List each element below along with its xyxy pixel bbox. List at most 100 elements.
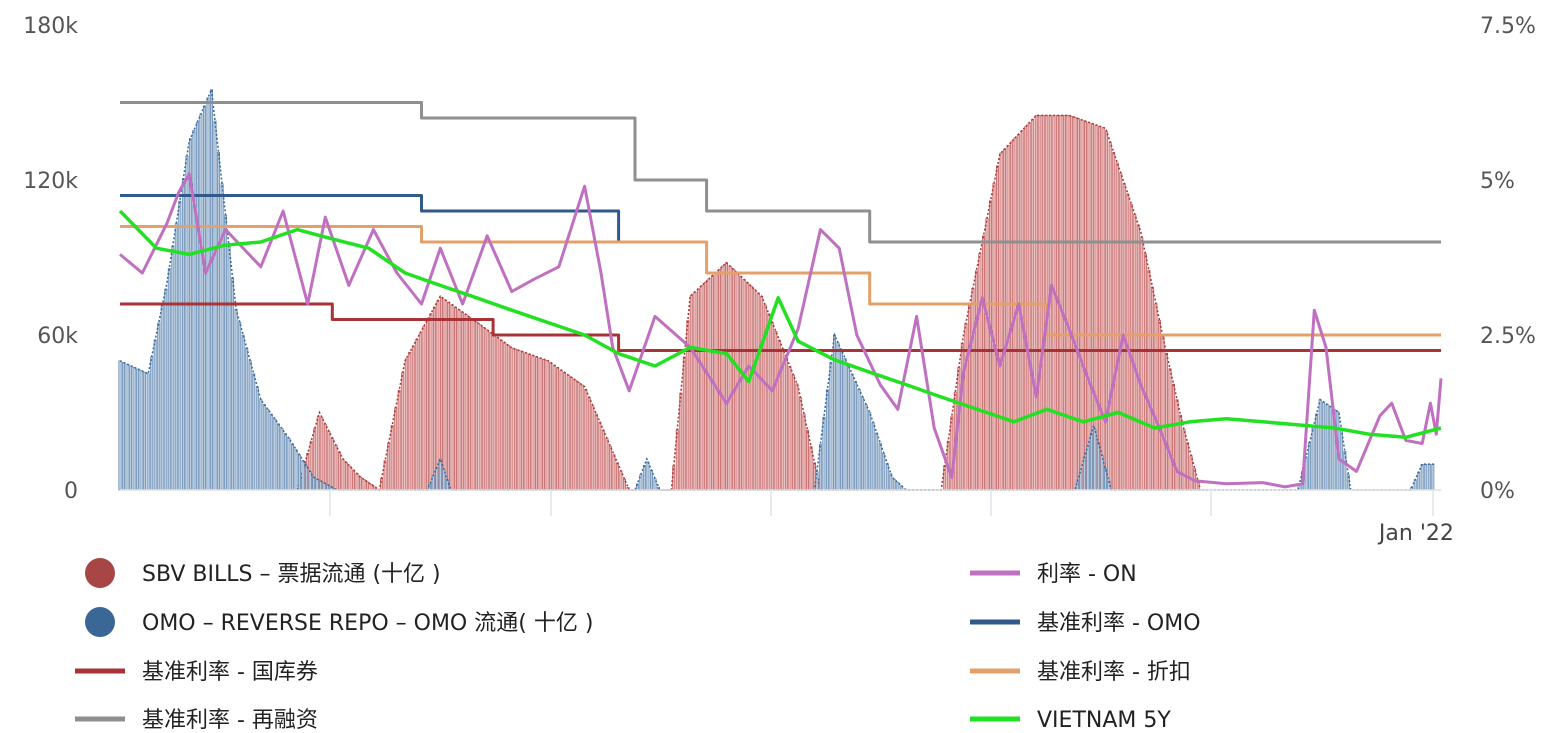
column-bar (1006, 145, 1010, 491)
column-bar (732, 269, 736, 491)
column-bar (443, 299, 447, 491)
column-bar (556, 367, 560, 491)
column-bar (327, 430, 331, 491)
column-bar (489, 332, 493, 491)
column-bar (1154, 303, 1158, 491)
column-bar (401, 372, 405, 491)
column-bar (171, 245, 175, 491)
column-series-layer (118, 86, 1435, 492)
column-bar (545, 360, 549, 491)
column-bar (352, 469, 355, 491)
column-bar (587, 397, 591, 491)
column-bar (266, 409, 270, 491)
column-bar (967, 305, 971, 491)
column-bar (696, 288, 700, 491)
column-bar (573, 379, 577, 491)
column-bar (315, 478, 319, 491)
series-3-line (120, 101, 1441, 244)
column-bar (252, 373, 256, 491)
legend-label: 基准利率 - 再融资 (142, 708, 318, 733)
column-bar (435, 467, 439, 491)
column-bar (436, 300, 440, 491)
column-bar (157, 322, 161, 491)
column-bar (549, 362, 553, 491)
column-bar (999, 152, 1003, 491)
column-bar (615, 462, 619, 491)
series-1-outline (119, 86, 1434, 491)
column-bar (520, 351, 524, 491)
column-bar (725, 262, 728, 491)
column-bar (679, 392, 683, 491)
column-bar (1100, 455, 1104, 491)
legend-item[interactable]: VIETNAM 5Y (970, 708, 1171, 733)
column-bar (259, 399, 263, 491)
column-bar (411, 345, 415, 491)
column-bar (408, 351, 412, 491)
column-bar (248, 360, 252, 491)
column-bar (791, 374, 795, 491)
legend-item[interactable]: 基准利率 - OMO (970, 611, 1201, 636)
column-bar (703, 281, 707, 491)
column-bar (255, 386, 259, 491)
column-bar (1062, 115, 1066, 491)
column-bar (1318, 399, 1322, 491)
column-bar (1112, 152, 1116, 491)
column-bar (594, 413, 598, 491)
legend-item[interactable]: SBV BILLS – 票据流通 (十亿 ) (85, 558, 441, 588)
column-bar (784, 357, 788, 491)
column-bar (1024, 126, 1028, 491)
column-bar (982, 235, 985, 491)
column-bar (475, 321, 479, 491)
column-bar (320, 416, 324, 491)
column-bar (269, 413, 273, 491)
column-bar (150, 356, 154, 491)
column-bar (871, 422, 875, 491)
column-bar (323, 423, 327, 491)
column-bar (503, 342, 507, 491)
legend-item[interactable]: 利率 - ON (970, 562, 1137, 587)
column-bar (542, 358, 545, 491)
column-bar (1175, 399, 1179, 491)
column-bar (1084, 121, 1087, 491)
legend-label: 基准利率 - 国库券 (142, 660, 318, 685)
column-bar (1003, 148, 1007, 491)
column-bar (864, 404, 868, 491)
column-bar (1080, 119, 1084, 491)
column-bar (224, 214, 228, 491)
column-bar (798, 397, 802, 491)
column-bar (749, 285, 753, 491)
column-bar (746, 282, 750, 491)
column-bar (1325, 404, 1329, 491)
legend-item[interactable]: 基准利率 - 折扣 (970, 660, 1191, 685)
column-bar (774, 331, 778, 491)
column-bar (294, 449, 298, 491)
column-bar (1010, 141, 1014, 491)
column-bar (563, 372, 567, 491)
legend-item[interactable]: OMO – REVERSE REPO – OMO 流通( 十亿 ) (85, 607, 593, 637)
column-bar (822, 416, 826, 491)
column-bar (461, 311, 465, 491)
legend-label: 利率 - ON (1037, 562, 1137, 587)
column-bar (1161, 336, 1165, 491)
column-bar (1086, 445, 1090, 491)
column-bar (1069, 116, 1073, 491)
column-bar (280, 428, 284, 491)
column-bar (1098, 126, 1102, 491)
column-bar (397, 389, 401, 491)
column-bar (1104, 468, 1107, 491)
column-bar (675, 429, 679, 491)
column-bar (432, 306, 436, 491)
column-bar (756, 292, 760, 491)
column-bar (1108, 141, 1112, 491)
column-bar (753, 289, 757, 491)
series-0-columns (296, 114, 1202, 492)
column-bar (689, 294, 693, 491)
y-left-tick-label: 120k (23, 169, 78, 194)
column-bar (499, 339, 503, 491)
legend-item[interactable]: 基准利率 - 再融资 (75, 708, 318, 733)
column-bar (531, 355, 535, 491)
column-bar (132, 367, 136, 491)
column-bar (1096, 442, 1100, 491)
legend-item[interactable]: 基准利率 - 国库券 (75, 660, 318, 685)
